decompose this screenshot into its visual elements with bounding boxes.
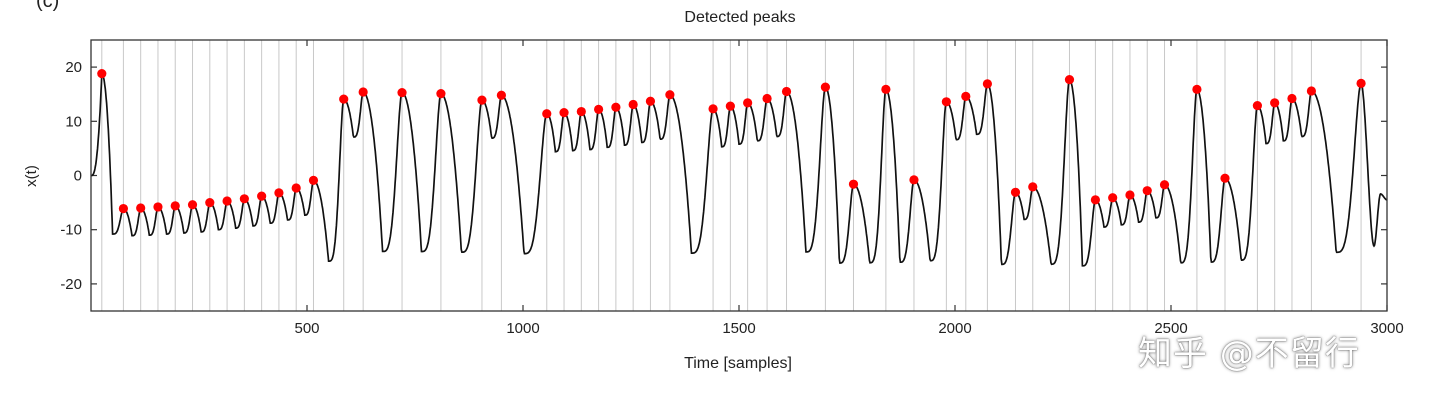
peak-gridlines bbox=[101, 40, 1362, 311]
peak-marker bbox=[1108, 193, 1118, 203]
signal-line bbox=[91, 72, 1388, 267]
peak-marker bbox=[170, 201, 180, 211]
peak-marker bbox=[153, 202, 163, 212]
peak-marker bbox=[1090, 195, 1100, 205]
peak-marker bbox=[781, 86, 792, 97]
peak-marker bbox=[257, 191, 267, 201]
peak-marker bbox=[291, 183, 301, 193]
peak-marker bbox=[1287, 93, 1297, 104]
peak-marker bbox=[1142, 186, 1152, 196]
peak-marker bbox=[820, 82, 831, 92]
peak-marker bbox=[542, 109, 552, 119]
x-tick-label: 1000 bbox=[506, 320, 539, 337]
chart-title: Detected peaks bbox=[684, 9, 795, 26]
peak-marker bbox=[576, 106, 586, 117]
peak-marker bbox=[1159, 180, 1170, 190]
peak-marker bbox=[941, 97, 951, 107]
peak-marker bbox=[1192, 84, 1202, 94]
peak-marker bbox=[1220, 173, 1230, 183]
y-tick-label: 0 bbox=[74, 168, 82, 185]
peak-marker bbox=[397, 87, 407, 98]
plot-frame bbox=[90, 39, 1388, 312]
peak-marker bbox=[881, 84, 891, 94]
peak-marker bbox=[308, 175, 319, 185]
peak-marker bbox=[909, 175, 919, 185]
y-tick-label: -20 bbox=[60, 276, 82, 293]
peak-marker bbox=[665, 90, 675, 100]
x-tick-label: 2000 bbox=[938, 320, 971, 337]
peak-marker bbox=[1064, 74, 1075, 85]
peak-marker bbox=[118, 203, 128, 214]
peak-marker bbox=[436, 89, 446, 99]
peak-marker bbox=[628, 99, 638, 110]
x-tick-label: 2500 bbox=[1154, 320, 1187, 337]
peak-marker bbox=[708, 104, 718, 114]
peak-marker bbox=[645, 96, 656, 106]
peak-marker bbox=[496, 90, 506, 100]
panel-label: (c) bbox=[36, 0, 60, 12]
peak-marker bbox=[339, 94, 349, 104]
peak-marker bbox=[611, 102, 621, 112]
peak-marker bbox=[97, 69, 107, 79]
peak-marker bbox=[725, 101, 735, 111]
peak-marker bbox=[239, 194, 249, 204]
peak-marker bbox=[136, 203, 146, 213]
x-tick-label: 1500 bbox=[722, 320, 755, 337]
peak-markers bbox=[97, 69, 1366, 214]
peak-marker bbox=[358, 87, 368, 97]
watermark: 知乎 @不留行 bbox=[1138, 334, 1360, 374]
peak-marker bbox=[205, 198, 215, 208]
peak-marker bbox=[743, 98, 753, 108]
peak-marker bbox=[1252, 100, 1262, 111]
x-tick-label: 3000 bbox=[1370, 320, 1403, 337]
peak-marker bbox=[961, 91, 971, 101]
y-axis-label: x(t) bbox=[23, 165, 40, 187]
y-tick-label: 20 bbox=[65, 59, 82, 76]
x-tick-label: 500 bbox=[294, 320, 319, 337]
peak-marker bbox=[187, 200, 198, 210]
peak-marker bbox=[982, 79, 993, 89]
peak-marker bbox=[1125, 190, 1135, 200]
peak-marker bbox=[1356, 78, 1366, 88]
peak-marker bbox=[594, 104, 604, 114]
y-tick-label: -10 bbox=[60, 222, 82, 239]
peak-marker bbox=[477, 95, 487, 105]
peak-marker bbox=[274, 188, 284, 198]
peak-marker bbox=[1010, 187, 1021, 197]
axis-ticks: 500 1000 1500 2000 2500 3000 20 10 0 -10 -20 bbox=[60, 40, 1404, 337]
peak-marker bbox=[1306, 86, 1316, 96]
peak-marker bbox=[1270, 98, 1280, 108]
y-tick-label: 10 bbox=[65, 113, 82, 130]
x-axis-label: Time [samples] bbox=[684, 355, 792, 372]
peak-marker bbox=[762, 93, 772, 104]
peak-marker bbox=[848, 179, 859, 189]
peak-marker bbox=[222, 196, 232, 206]
peak-marker bbox=[1028, 182, 1038, 192]
peak-marker bbox=[559, 108, 569, 118]
